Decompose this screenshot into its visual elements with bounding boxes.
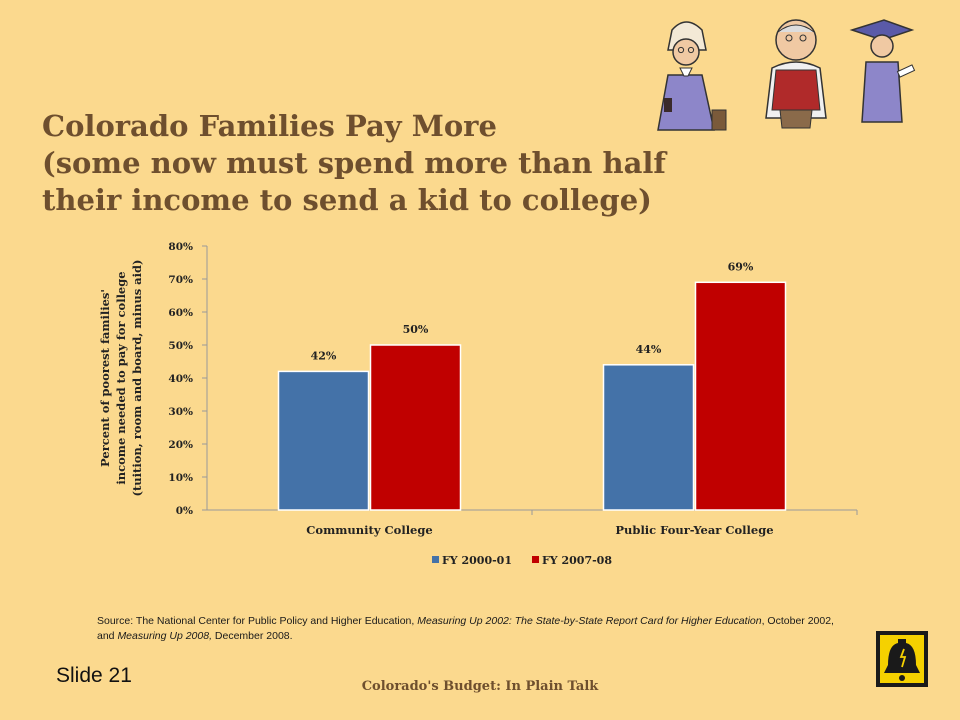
- source-mid: , October 2002, and: [97, 615, 834, 642]
- y-tick-label: 30%: [168, 406, 193, 418]
- y-axis-label-line: Percent of poorest families': [98, 289, 112, 467]
- legend-swatch: [532, 556, 539, 563]
- y-tick-label: 80%: [168, 241, 193, 253]
- y-tick-label: 50%: [168, 340, 193, 352]
- y-tick-label: 40%: [168, 373, 193, 385]
- source-publication-2008: Measuring Up 2008,: [117, 630, 212, 642]
- legend-swatch: [432, 556, 439, 563]
- legend-label: FY 2000-01: [442, 554, 512, 567]
- data-label: 69%: [728, 260, 754, 273]
- slide-title: Colorado Families Pay More (some now mus…: [42, 108, 802, 219]
- source-prefix: Source: The National Center for Public P…: [97, 615, 418, 627]
- x-category-label: Community College: [306, 523, 432, 537]
- title-line-2: (some now must spend more than half: [42, 146, 666, 180]
- bar-chart: Percent of poorest families' income neede…: [98, 241, 858, 567]
- y-tick-label: 20%: [168, 439, 193, 451]
- bar: [369, 344, 462, 511]
- title-line-3: their income to send a kid to college): [42, 183, 652, 217]
- y-axis-label-line: (tuition, room and board, minus aid): [130, 260, 144, 497]
- x-category-label: Public Four-Year College: [615, 523, 773, 537]
- y-tick-label: 0%: [176, 505, 193, 517]
- data-label: 50%: [403, 323, 429, 336]
- bar: [694, 281, 787, 511]
- grandmother-figure: [657, 21, 727, 131]
- graduate-figure: [849, 19, 916, 123]
- y-tick-label: 10%: [168, 472, 193, 484]
- source-suffix: December 2008.: [212, 630, 293, 642]
- chart-legend: FY 2000-01 FY 2007-08: [432, 554, 612, 567]
- footer-text: Colorado's Budget: In Plain Talk: [361, 679, 599, 694]
- legend-label: FY 2007-08: [542, 554, 612, 567]
- x-axis-categories: Community College Public Four-Year Colleg…: [306, 523, 773, 537]
- y-tick-label: 70%: [168, 274, 193, 286]
- y-axis-label-line: income needed to pay for college: [114, 271, 128, 484]
- y-tick-label: 60%: [168, 307, 193, 319]
- grandfather-figure: [765, 19, 827, 129]
- bar: [277, 370, 370, 511]
- chart-bars: [277, 281, 787, 511]
- data-label: 42%: [311, 349, 337, 362]
- y-axis-ticks: 0% 10% 20% 30% 40% 50% 60% 70% 80%: [168, 241, 207, 517]
- data-labels: 42% 50% 44% 69%: [311, 260, 754, 362]
- source-citation: Source: The National Center for Public P…: [97, 614, 837, 644]
- slide-number: Slide 21: [56, 664, 132, 687]
- bar: [602, 364, 695, 511]
- source-publication-2002: Measuring Up 2002: The State-by-State Re…: [417, 615, 762, 627]
- data-label: 44%: [636, 343, 662, 356]
- cartoon-family-illustration: [657, 19, 916, 131]
- y-axis-label: Percent of poorest families' income neede…: [98, 260, 144, 497]
- liberty-bell-icon: [876, 631, 928, 687]
- title-line-1: Colorado Families Pay More: [42, 109, 497, 143]
